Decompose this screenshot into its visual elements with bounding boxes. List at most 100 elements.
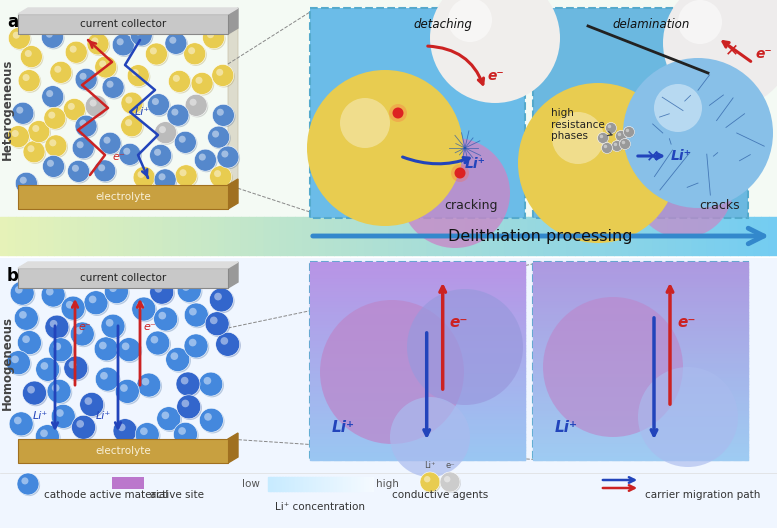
Circle shape — [390, 397, 470, 477]
Circle shape — [137, 424, 160, 448]
Circle shape — [134, 29, 141, 35]
Circle shape — [217, 334, 241, 357]
Text: b: b — [7, 267, 19, 285]
Circle shape — [146, 331, 170, 355]
Circle shape — [179, 280, 203, 304]
Circle shape — [159, 126, 166, 133]
Circle shape — [184, 334, 208, 358]
Circle shape — [9, 27, 30, 49]
Text: Li⁺ concentration: Li⁺ concentration — [275, 502, 365, 512]
Circle shape — [186, 96, 208, 117]
Circle shape — [155, 122, 178, 145]
Circle shape — [68, 161, 89, 182]
Circle shape — [518, 83, 678, 243]
Circle shape — [85, 397, 92, 405]
Circle shape — [92, 37, 99, 44]
Text: Li⁺: Li⁺ — [555, 420, 578, 435]
Circle shape — [122, 93, 144, 115]
Circle shape — [638, 367, 738, 467]
Circle shape — [217, 146, 239, 168]
Circle shape — [23, 382, 47, 406]
Circle shape — [96, 338, 120, 362]
Circle shape — [212, 130, 219, 138]
Circle shape — [22, 477, 29, 485]
Circle shape — [654, 84, 702, 132]
Circle shape — [103, 78, 125, 99]
Circle shape — [186, 304, 210, 328]
FancyBboxPatch shape — [18, 268, 228, 288]
Circle shape — [48, 111, 55, 119]
Circle shape — [221, 150, 228, 157]
Circle shape — [9, 29, 31, 50]
Polygon shape — [228, 262, 238, 288]
Circle shape — [169, 70, 190, 92]
Circle shape — [165, 32, 187, 54]
Circle shape — [106, 281, 130, 305]
Circle shape — [196, 77, 203, 84]
Text: Li⁺: Li⁺ — [424, 461, 436, 470]
Circle shape — [106, 81, 113, 88]
Circle shape — [633, 138, 733, 238]
Circle shape — [76, 70, 98, 91]
Circle shape — [121, 92, 143, 114]
Circle shape — [167, 348, 191, 373]
Text: e⁻: e⁻ — [445, 461, 455, 470]
Circle shape — [151, 146, 172, 167]
Circle shape — [104, 280, 128, 304]
FancyBboxPatch shape — [310, 262, 525, 460]
Circle shape — [14, 306, 38, 330]
Circle shape — [182, 283, 190, 291]
Circle shape — [148, 95, 171, 117]
Circle shape — [125, 97, 132, 103]
Circle shape — [176, 166, 198, 188]
FancyBboxPatch shape — [533, 8, 748, 218]
Circle shape — [214, 170, 221, 177]
Circle shape — [68, 361, 76, 369]
Circle shape — [122, 343, 130, 350]
Circle shape — [199, 154, 206, 161]
Polygon shape — [228, 433, 238, 463]
Circle shape — [71, 415, 96, 439]
Circle shape — [24, 142, 46, 164]
Circle shape — [606, 123, 617, 134]
Circle shape — [155, 285, 162, 293]
Circle shape — [166, 33, 188, 55]
Circle shape — [66, 42, 89, 64]
Circle shape — [200, 409, 225, 433]
Circle shape — [9, 127, 30, 149]
Text: high: high — [376, 479, 399, 489]
Circle shape — [94, 337, 118, 361]
Circle shape — [61, 296, 85, 320]
Circle shape — [43, 27, 64, 49]
Circle shape — [27, 145, 34, 152]
Circle shape — [624, 127, 635, 138]
Circle shape — [190, 99, 197, 106]
Circle shape — [49, 139, 57, 146]
Circle shape — [64, 356, 88, 380]
Circle shape — [76, 420, 84, 428]
Circle shape — [40, 362, 48, 370]
Circle shape — [424, 476, 430, 483]
Circle shape — [75, 68, 97, 90]
Circle shape — [400, 138, 510, 248]
Circle shape — [185, 95, 207, 116]
Circle shape — [94, 160, 116, 182]
Circle shape — [173, 422, 197, 446]
Circle shape — [73, 417, 97, 440]
Circle shape — [42, 284, 66, 308]
Circle shape — [199, 372, 223, 396]
Text: delamination: delamination — [612, 18, 690, 31]
Circle shape — [189, 339, 197, 346]
Circle shape — [113, 419, 137, 442]
Circle shape — [214, 293, 222, 300]
Circle shape — [72, 165, 79, 172]
Circle shape — [41, 26, 64, 48]
Circle shape — [46, 136, 68, 158]
Circle shape — [8, 352, 32, 376]
Circle shape — [50, 320, 57, 327]
Circle shape — [64, 100, 86, 121]
Circle shape — [148, 93, 169, 116]
Circle shape — [110, 285, 117, 292]
Circle shape — [119, 143, 141, 165]
FancyBboxPatch shape — [18, 185, 228, 209]
